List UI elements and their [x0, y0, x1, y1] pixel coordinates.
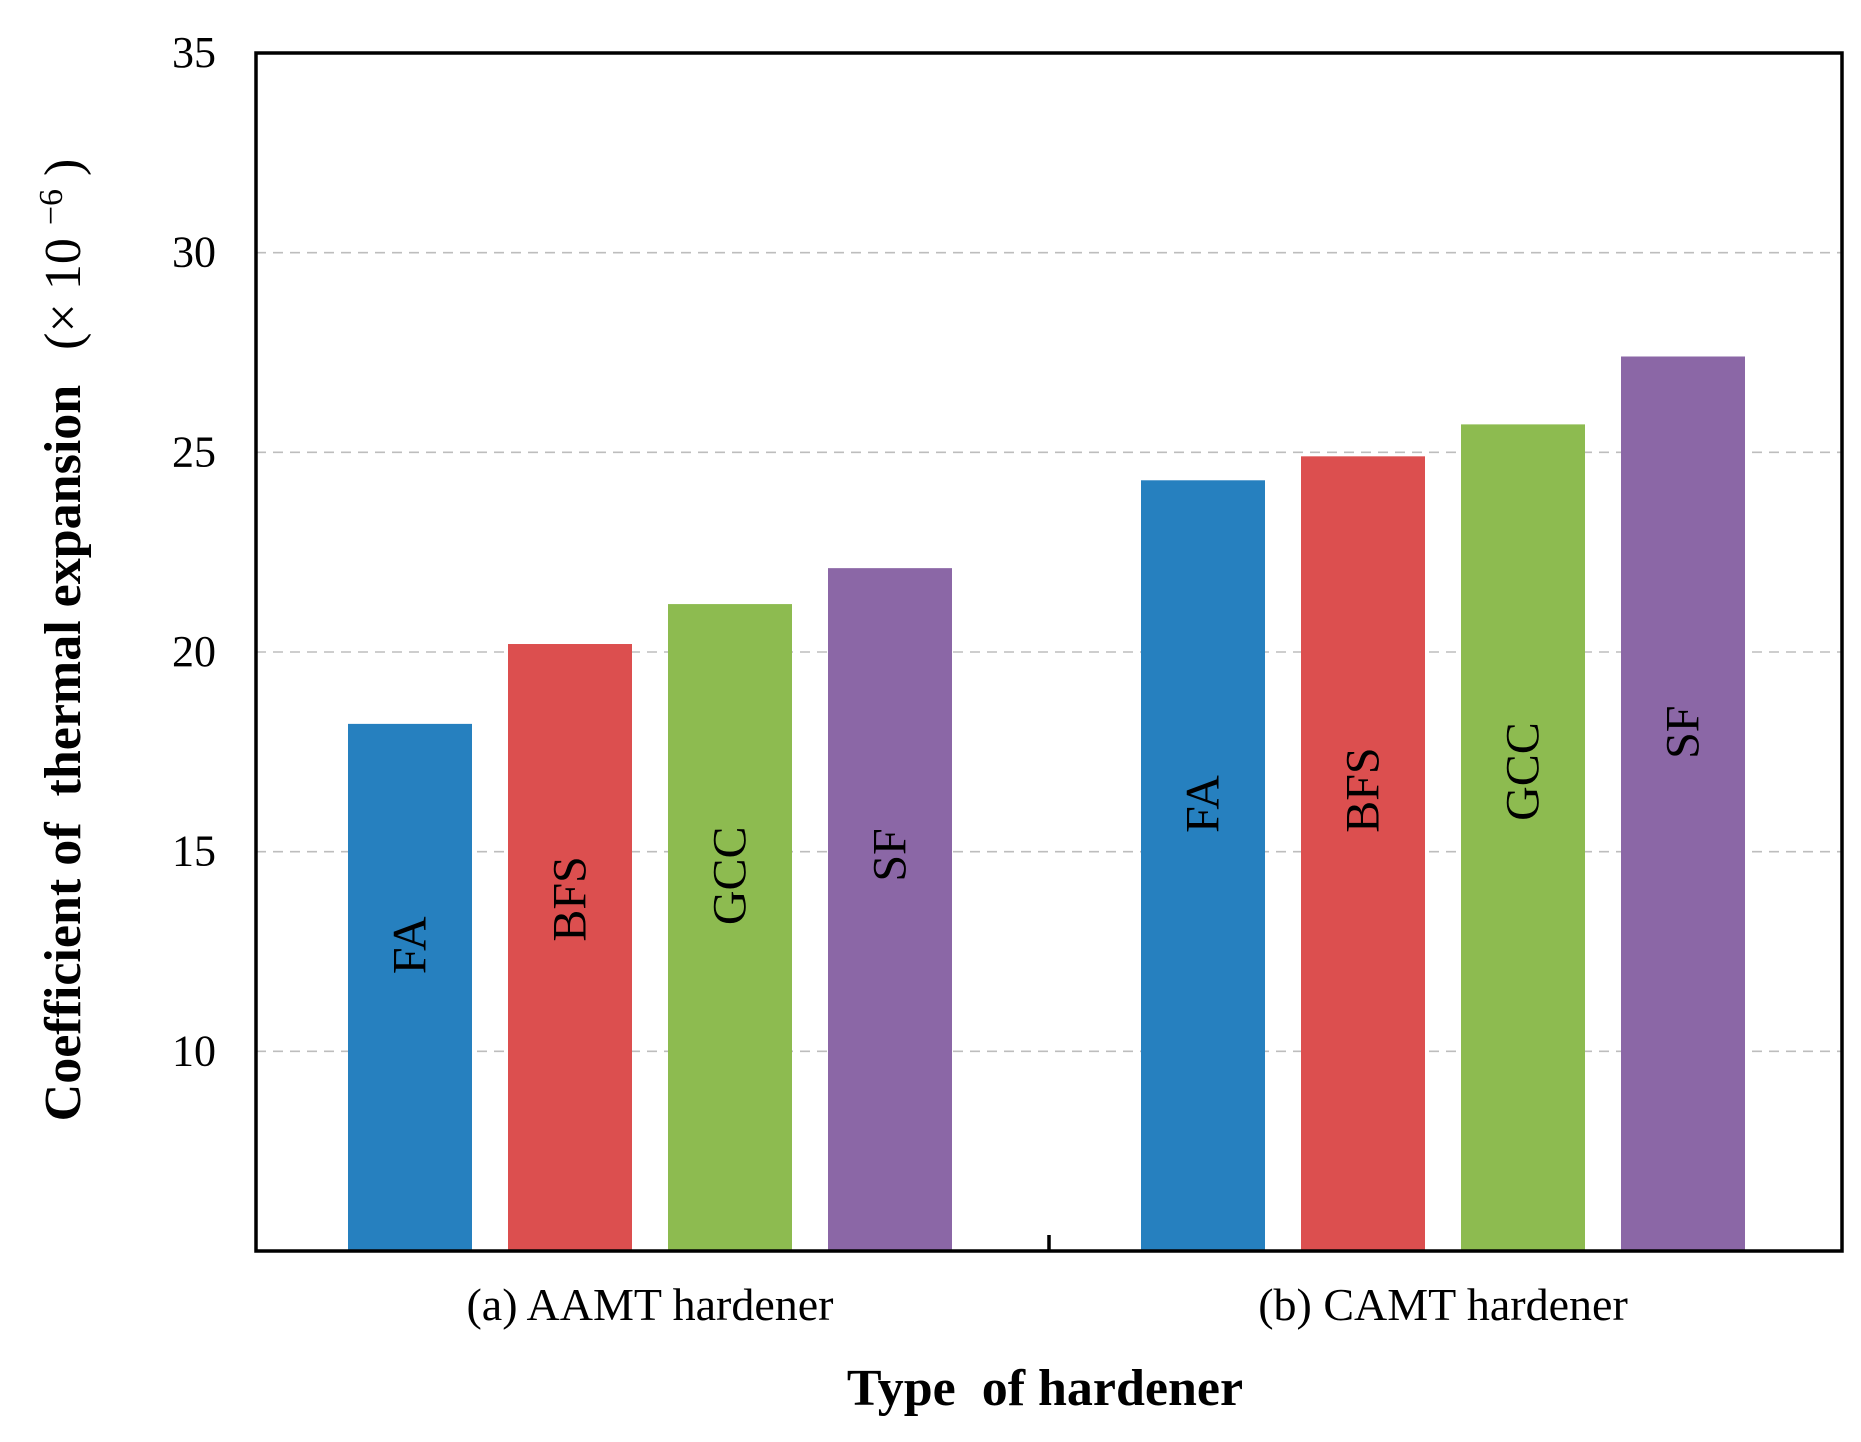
bar-label-camt-bfs: BFS: [1337, 747, 1390, 832]
bar-aamt-gcc: [668, 604, 792, 1251]
bar-aamt-bfs: [508, 644, 632, 1251]
bars: [348, 356, 1745, 1252]
y-axis-title-main: Coefficient of thermal expansion: [35, 385, 92, 1122]
y-axis-ticks: 10 15 20 25 30 35: [172, 28, 216, 1075]
bar-camt-gcc: [1461, 424, 1585, 1251]
gridlines: [256, 251, 1842, 1053]
y-axis-title-unit-suffix: ): [35, 159, 92, 176]
bar-label-aamt-fa: FA: [384, 916, 437, 974]
x-axis-title: Type of hardener: [847, 1360, 1243, 1417]
group-label-camt: (b) CAMT hardener: [1258, 1279, 1628, 1330]
bar-labels: FA BFS GCC SF FA BFS GCC SF: [384, 705, 1710, 974]
y-axis-title: Coefficient of thermal expansion (× 10 −…: [17, 159, 92, 1122]
y-tick-label-35: 35: [172, 28, 216, 77]
bar-label-camt-fa: FA: [1177, 775, 1230, 833]
y-tick-label-15: 15: [172, 827, 216, 876]
y-axis-title-unit-exponent: −6: [33, 189, 70, 225]
bar-aamt-sf: [828, 568, 952, 1251]
bar-camt-bfs: [1301, 456, 1425, 1251]
bar-label-aamt-sf: SF: [864, 828, 917, 881]
group-label-aamt: (a) AAMT hardener: [466, 1279, 833, 1330]
y-tick-label-25: 25: [172, 427, 216, 476]
y-axis-title-unit-prefix: (× 10: [35, 238, 92, 350]
bar-label-aamt-gcc: GCC: [704, 826, 757, 925]
bar-label-camt-gcc: GCC: [1497, 722, 1550, 821]
bar-aamt-fa: [348, 723, 472, 1251]
y-tick-label-20: 20: [172, 627, 216, 676]
bar-camt-sf: [1621, 356, 1745, 1251]
y-tick-label-30: 30: [172, 228, 216, 277]
y-tick-label-10: 10: [172, 1026, 216, 1075]
bar-label-camt-sf: SF: [1657, 705, 1710, 758]
x-axis-group-labels: (a) AAMT hardener (b) CAMT hardener: [466, 1279, 1627, 1330]
bar-label-aamt-bfs: BFS: [544, 856, 597, 941]
bar-camt-fa: [1141, 480, 1265, 1252]
